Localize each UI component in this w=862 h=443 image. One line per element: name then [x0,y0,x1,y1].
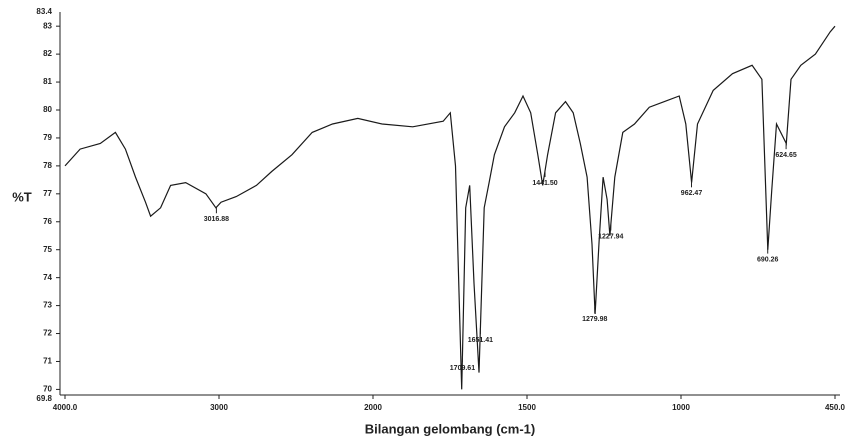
x-tick-label: 1000 [672,403,690,412]
y-tick-label: 78 [43,161,52,170]
peak-label: 624.65 [775,152,797,159]
peak-label: 1651.41 [468,337,493,344]
y-tick-label: 75 [43,245,52,254]
x-tick-label: 4000.0 [53,403,78,412]
y-tick-label: 71 [43,357,52,366]
peak-label: 3016.88 [204,216,229,223]
y-tick-label: 82 [43,49,52,58]
y-tick-label: 70 [43,385,52,394]
y-tick-label: 76 [43,217,52,226]
x-tick-label: 3000 [210,403,228,412]
y-tick-label: 81 [43,77,52,86]
x-tick-label: 450.0 [825,403,846,412]
x-axis-label: Bilangan gelombang (cm-1) [365,421,535,436]
peak-label: 1227.94 [598,233,623,240]
y-tick-label: 77 [43,189,52,198]
y-tick-label: 72 [43,329,52,338]
y-limit-label: 69.8 [36,394,52,403]
y-tick-label: 80 [43,105,52,114]
y-tick-label: 79 [43,133,52,142]
spectrum-line [64,25,836,390]
peak-label: 690.26 [757,256,779,263]
x-tick-label: 1500 [518,403,536,412]
peak-label: 1279.98 [582,316,607,323]
peak-label: 1441.50 [532,180,557,187]
y-limit-label: 83.4 [36,7,52,16]
y-tick-label: 83 [43,21,52,30]
y-tick-label: 73 [43,301,52,310]
peak-label: 1709.61 [450,365,475,372]
x-tick-label: 2000 [364,403,382,412]
peak-label: 962.47 [681,190,703,197]
y-axis-label: %T [12,189,32,204]
y-tick-label: 74 [43,273,52,282]
